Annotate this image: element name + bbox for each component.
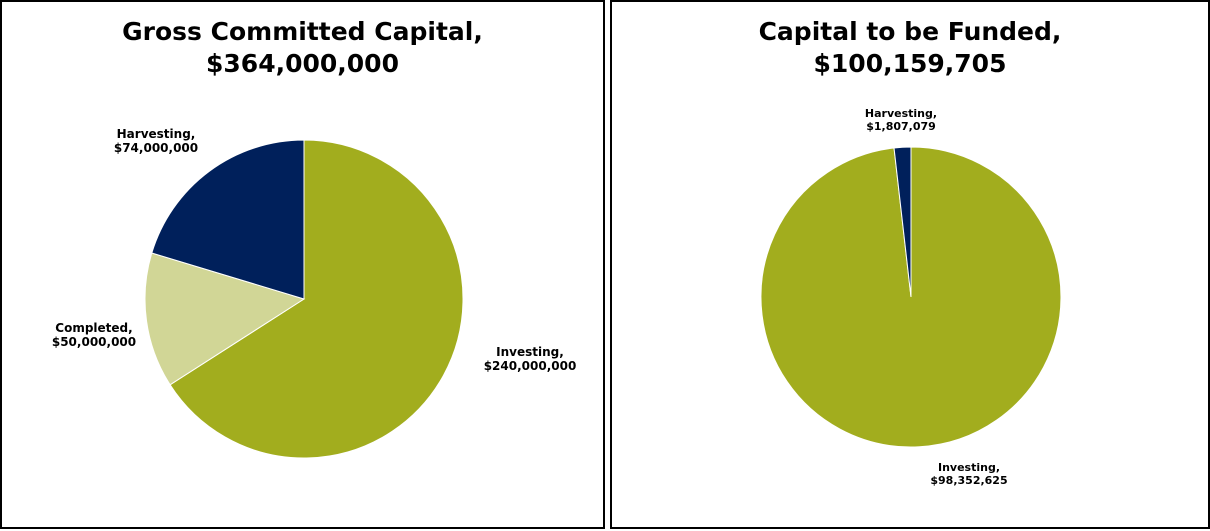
pie-chart-capital-to-be-funded: Investing, $98,352,625 Harvesting, $1,807,0… [760, 107, 1062, 487]
pie-label-harvesting: Harvesting, $1,807,079 [865, 107, 937, 133]
chart-panel-gross-committed: Gross Committed Capital, $364,000,000 In… [0, 0, 605, 529]
pie-label-line: $50,000,000 [52, 335, 136, 349]
chart-title: Capital to be Funded, $100,159,705 [612, 16, 1208, 80]
pie-slice-harvesting [893, 146, 912, 298]
chart-title-line: Capital to be Funded, [758, 17, 1062, 46]
pie-label-line: $240,000,000 [484, 359, 577, 373]
pie-label-line: Harvesting, [117, 127, 196, 141]
pie-label-completed: Completed, $50,000,000 [52, 321, 136, 349]
chart-title: Gross Committed Capital, $364,000,000 [2, 16, 603, 80]
pie-label-line: Investing, [938, 461, 1000, 474]
chart-title-line: Gross Committed Capital, [122, 17, 483, 46]
pie-label-line: Completed, [55, 321, 132, 335]
pie-label-investing: Investing, $98,352,625 [930, 461, 1007, 487]
pie-label-line: Harvesting, [865, 107, 937, 120]
chart-panel-capital-to-be-funded: Capital to be Funded, $100,159,705 Inves… [610, 0, 1210, 529]
chart-title-line: $364,000,000 [206, 49, 399, 78]
chart-title-line: $100,159,705 [813, 49, 1007, 78]
pie-label-line: $74,000,000 [114, 141, 198, 155]
pie-slice-investing [169, 139, 464, 459]
pie-label-investing: Investing, $240,000,000 [484, 345, 577, 373]
pie-chart-gross-committed: Investing, $240,000,000 Completed, $50,000,… [52, 127, 577, 459]
pie-label-line: Investing, [496, 345, 564, 359]
pie-label-line: $1,807,079 [866, 120, 936, 133]
pie-slice-harvesting [151, 139, 305, 300]
pie-label-harvesting: Harvesting, $74,000,000 [114, 127, 198, 155]
pie-slice-completed [144, 252, 306, 386]
pie-label-line: $98,352,625 [930, 474, 1007, 487]
